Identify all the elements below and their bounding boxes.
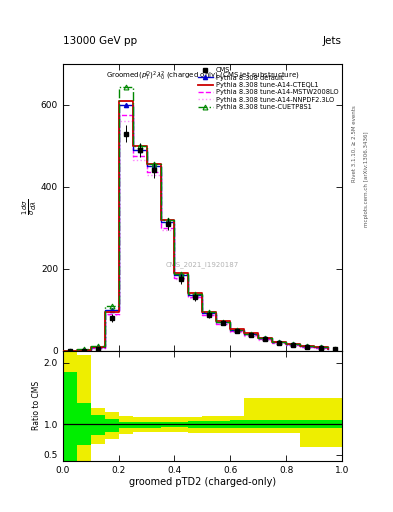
Text: CMS_2021_I1920187: CMS_2021_I1920187 — [166, 261, 239, 268]
Text: Jets: Jets — [323, 36, 342, 46]
Y-axis label: Ratio to CMS: Ratio to CMS — [32, 381, 41, 430]
Y-axis label: $\frac{1}{\sigma}\frac{d\sigma}{d\lambda}$: $\frac{1}{\sigma}\frac{d\sigma}{d\lambda… — [21, 199, 39, 216]
Text: Rivet 3.1.10, ≥ 2.5M events: Rivet 3.1.10, ≥ 2.5M events — [352, 105, 357, 182]
Legend: CMS, Pythia 8.308 default, Pythia 8.308 tune-A14-CTEQL1, Pythia 8.308 tune-A14-M: CMS, Pythia 8.308 default, Pythia 8.308 … — [198, 68, 339, 110]
Text: 13000 GeV pp: 13000 GeV pp — [63, 36, 137, 46]
Text: Groomed$(p_T^D)^2\lambda_0^2$ (charged only) (CMS jet substructure): Groomed$(p_T^D)^2\lambda_0^2$ (charged o… — [106, 70, 299, 83]
X-axis label: groomed pTD2 (charged-only): groomed pTD2 (charged-only) — [129, 477, 276, 487]
Text: mcplots.cern.ch [arXiv:1306.3436]: mcplots.cern.ch [arXiv:1306.3436] — [364, 132, 369, 227]
